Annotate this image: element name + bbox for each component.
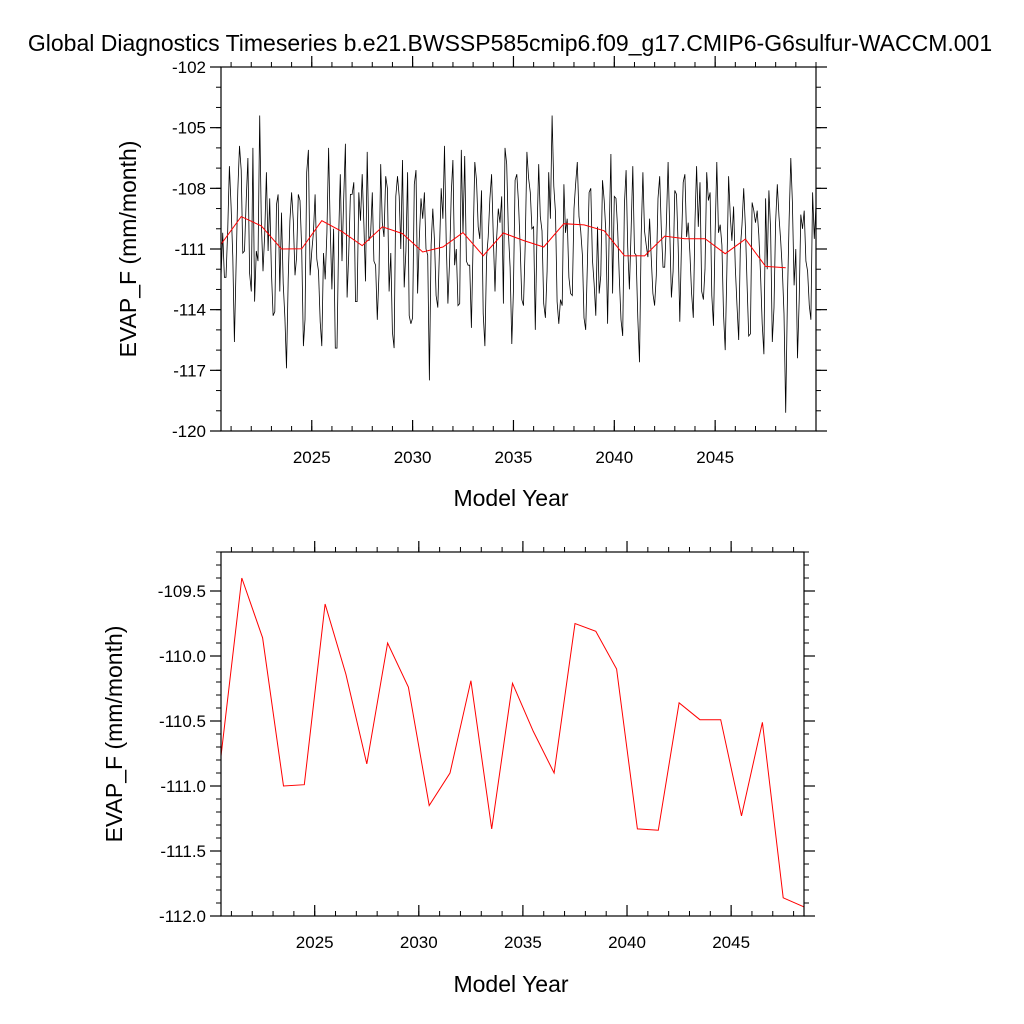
y-tick-label: -111.0 <box>160 777 206 796</box>
x-tick-label: 2025 <box>296 933 334 952</box>
plot-1: 2025 2030 2035 2040 2045 -120 -117 -114 -111 -108… <box>115 56 827 511</box>
y-axis-label: EVAP_F (mm/month) <box>115 141 141 358</box>
series-line-1 <box>221 115 816 413</box>
x-tick-label: 2030 <box>400 933 438 952</box>
plot-frame <box>220 66 817 432</box>
x-tick-label: 2040 <box>608 933 646 952</box>
y-tick-label: -111 <box>174 240 206 259</box>
series-line-2 <box>221 215 786 269</box>
x-tick-label: 2040 <box>595 448 633 467</box>
y-axis-label: EVAP_F (mm/month) <box>101 626 127 843</box>
plot-2: 2025 2030 2035 2040 2045 -112.0 -111.5 -111.0 -1… <box>101 541 815 997</box>
x-tick-label: 2030 <box>394 448 432 467</box>
x-axis-label: Model Year <box>453 971 568 997</box>
x-tick-label: 2035 <box>504 933 542 952</box>
y-tick-label: -120 <box>172 422 206 441</box>
y-tick-label: -110.0 <box>159 647 206 666</box>
y-tick-label: -105 <box>172 119 206 138</box>
x-axis-label: Model Year <box>453 485 568 511</box>
x-tick-label: 2045 <box>712 933 750 952</box>
y-tick-label: -102 <box>172 58 206 77</box>
y-tick-label: -114 <box>173 301 206 320</box>
series-line-1 <box>221 577 804 908</box>
figure-title: Global Diagnostics Timeseries b.e21.BWSS… <box>28 30 992 56</box>
y-tick-label: -110.5 <box>159 712 206 731</box>
plot-frame <box>220 551 805 917</box>
y-tick-label: -117 <box>173 361 206 380</box>
y-tick-label: -111.5 <box>160 842 206 861</box>
y-tick-label: -109.5 <box>158 582 206 601</box>
y-tick-label: -112.0 <box>159 907 206 926</box>
x-tick-label: 2025 <box>293 448 331 467</box>
x-tick-label: 2035 <box>495 448 533 467</box>
x-tick-label: 2045 <box>696 448 734 467</box>
y-tick-label: -108 <box>172 179 206 198</box>
